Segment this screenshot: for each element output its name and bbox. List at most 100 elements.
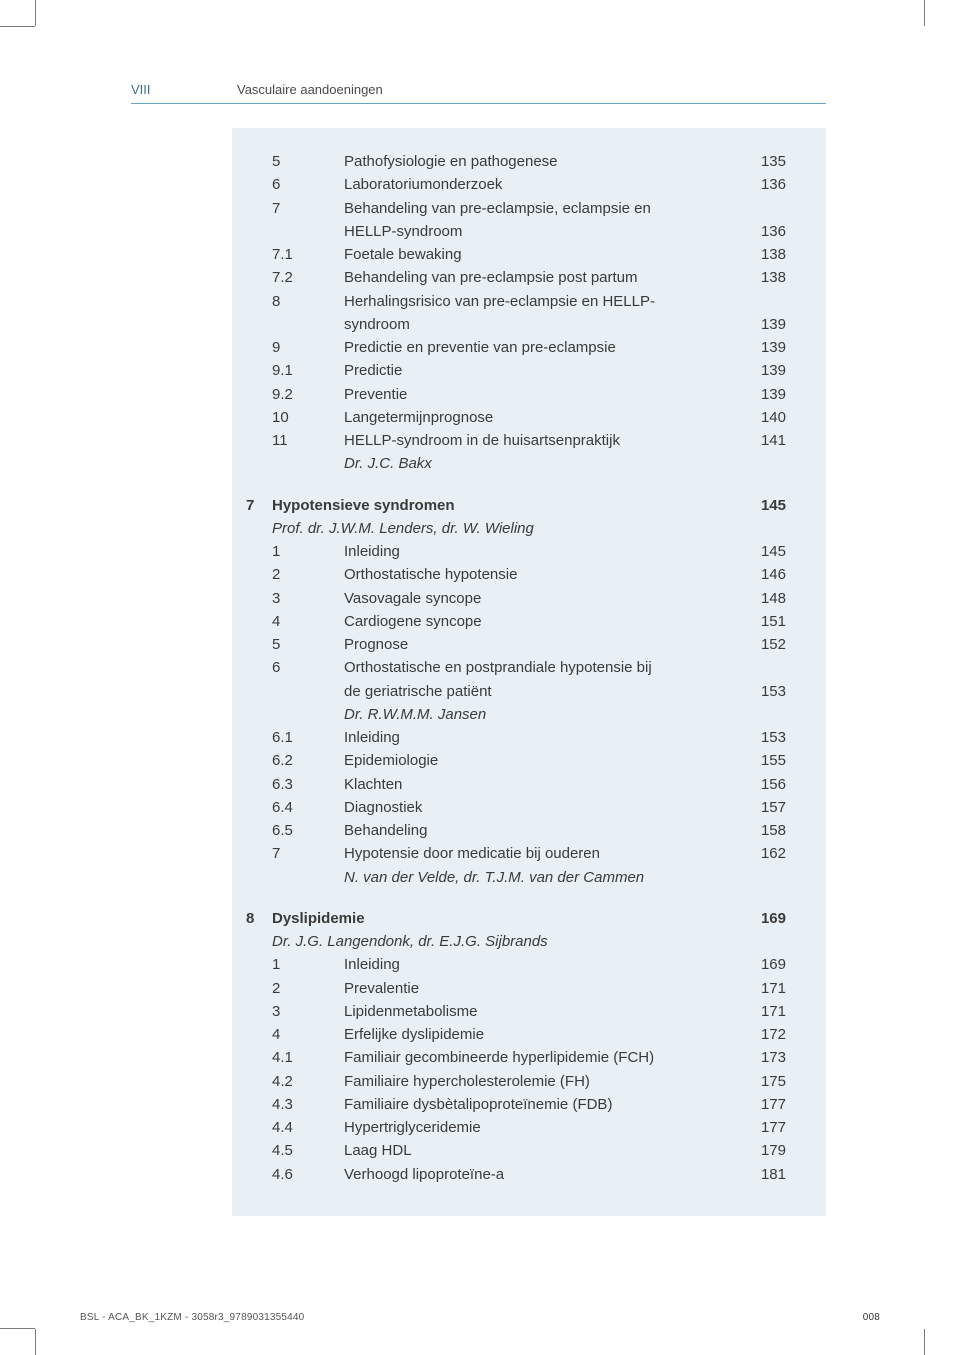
toc-entry-title: Verhoogd lipoproteïne-a	[344, 1163, 740, 1186]
crop-mark	[35, 0, 36, 26]
toc-row: 2Orthostatische hypotensie146	[272, 563, 786, 586]
toc-row: 4.4Hypertriglyceridemie177	[272, 1116, 786, 1139]
toc-section-number: 3	[272, 587, 344, 610]
toc-entry-title: N. van der Velde, dr. T.J.M. van der Cam…	[344, 866, 740, 889]
toc-row: 6.5Behandeling158	[272, 819, 786, 842]
toc-page-number: 152	[740, 633, 786, 656]
toc-entry-title: Behandeling	[344, 819, 740, 842]
toc-page-number: 139	[740, 336, 786, 359]
toc-section-number: 6.1	[272, 726, 344, 749]
page-roman: VIII	[131, 82, 237, 97]
toc-entry-title: Diagnostiek	[344, 796, 740, 819]
toc-row: Dr. R.W.M.M. Jansen	[272, 703, 786, 726]
toc-section-number: 4.5	[272, 1139, 344, 1162]
toc-row: 8Herhalingsrisico van pre-eclampsie en H…	[272, 290, 786, 313]
toc-row: 1Inleiding169	[272, 953, 786, 976]
toc-page-number: 139	[740, 313, 786, 336]
toc-entry-title: Dr. J.C. Bakx	[344, 452, 740, 475]
toc-entry-title: Prevalentie	[344, 977, 740, 1000]
toc-entry-title: Orthostatische hypotensie	[344, 563, 740, 586]
toc-section-number: 5	[272, 150, 344, 173]
toc-entry-title: Klachten	[344, 773, 740, 796]
toc-section-number: 7.1	[272, 243, 344, 266]
toc-row: 1Inleiding145	[272, 540, 786, 563]
toc-row: 6.3Klachten156	[272, 773, 786, 796]
toc-page-number: 162	[740, 842, 786, 865]
toc-entry-title: Erfelijke dyslipidemie	[344, 1023, 740, 1046]
toc-row: 9.2Preventie139	[272, 383, 786, 406]
toc-page-number	[740, 656, 786, 679]
toc-section-number: 3	[272, 1000, 344, 1023]
toc-page-number: 172	[740, 1023, 786, 1046]
toc-page-number: 157	[740, 796, 786, 819]
page: VIII Vasculaire aandoeningen 5Pathofysio…	[0, 0, 960, 1355]
toc-section-number: 4.3	[272, 1093, 344, 1116]
toc-section-number: 4	[272, 1023, 344, 1046]
toc-entry-title: Langetermijnprognose	[344, 406, 740, 429]
toc-page-number: 135	[740, 150, 786, 173]
toc-page-number: 153	[740, 726, 786, 749]
toc-section-number	[272, 866, 344, 889]
toc-section-number: 1	[272, 540, 344, 563]
toc-page-number: 141	[740, 429, 786, 452]
toc-entry-title: Inleiding	[344, 540, 740, 563]
toc-row: 6.1Inleiding153	[272, 726, 786, 749]
toc-page-number	[740, 703, 786, 726]
toc-entry-title: Behandeling van pre-eclampsie, eclampsie…	[344, 197, 740, 220]
toc-entry-title: Laboratoriumonderzoek	[344, 173, 740, 196]
toc-row: 6.2Epidemiologie155	[272, 749, 786, 772]
toc-page-number: 148	[740, 587, 786, 610]
toc-section-number: 5	[272, 633, 344, 656]
toc-row: Dr. J.C. Bakx	[272, 452, 786, 475]
toc-page-number: 136	[740, 220, 786, 243]
toc-section-number: 6	[272, 656, 344, 679]
toc-entry-title: Preventie	[344, 383, 740, 406]
toc-page-number: 138	[740, 243, 786, 266]
toc-page-number: 177	[740, 1093, 786, 1116]
toc-section-number: 2	[272, 977, 344, 1000]
toc-section-number: 11	[272, 429, 344, 452]
toc-entry-title: Cardiogene syncope	[344, 610, 740, 633]
toc-entry-title: Herhalingsrisico van pre-eclampsie en HE…	[344, 290, 740, 313]
toc-entry-title: Predictie en preventie van pre-eclampsie	[344, 336, 740, 359]
toc-section-number: 7.2	[272, 266, 344, 289]
toc-page-number: 156	[740, 773, 786, 796]
toc-page-number: 153	[740, 680, 786, 703]
toc-row: de geriatrische patiënt153	[272, 680, 786, 703]
toc-entry-title: Foetale bewaking	[344, 243, 740, 266]
toc-section-number: 6.5	[272, 819, 344, 842]
toc-author-text: Prof. dr. J.W.M. Lenders, dr. W. Wieling	[272, 517, 740, 540]
crop-mark	[924, 1329, 925, 1355]
toc-row: N. van der Velde, dr. T.J.M. van der Cam…	[272, 866, 786, 889]
toc-section-number: 7	[272, 197, 344, 220]
toc-section-number: 6	[272, 173, 344, 196]
toc-page-number: 145	[740, 494, 786, 517]
toc-entry-title: Familiaire dysbètalipoproteïnemie (FDB)	[344, 1093, 740, 1116]
toc-section-number: 4	[272, 610, 344, 633]
toc-section-number	[272, 313, 344, 336]
toc-section-number: 4.1	[272, 1046, 344, 1069]
toc-chapter-author: Dr. J.G. Langendonk, dr. E.J.G. Sijbrand…	[272, 930, 786, 953]
toc-page-number: 146	[740, 563, 786, 586]
toc-page-number: 181	[740, 1163, 786, 1186]
toc-section-number	[272, 680, 344, 703]
toc-section-number: 1	[272, 953, 344, 976]
toc-row: 3Lipidenmetabolisme171	[272, 1000, 786, 1023]
toc-section-number	[272, 452, 344, 475]
toc-entry-title: Pathofysiologie en pathogenese	[344, 150, 740, 173]
toc-entry-title: Familiair gecombineerde hyperlipidemie (…	[344, 1046, 740, 1069]
footer: BSL - ACA_BK_1KZM - 3058r3_9789031355440…	[80, 1312, 880, 1323]
toc-chapter-heading: 8Dyslipidemie169	[272, 907, 786, 930]
toc-section-number: 10	[272, 406, 344, 429]
toc-row: 4Erfelijke dyslipidemie172	[272, 1023, 786, 1046]
toc-page-number: 171	[740, 977, 786, 1000]
toc-entry-title: Laag HDL	[344, 1139, 740, 1162]
toc-section-number: 6.4	[272, 796, 344, 819]
toc-page-number	[740, 866, 786, 889]
toc-row: 4.5Laag HDL179	[272, 1139, 786, 1162]
toc-row: 10Langetermijnprognose140	[272, 406, 786, 429]
toc-page-number: 155	[740, 749, 786, 772]
toc-row: 7.1Foetale bewaking138	[272, 243, 786, 266]
toc-entry-title: Lipidenmetabolisme	[344, 1000, 740, 1023]
toc-chapter-author: Prof. dr. J.W.M. Lenders, dr. W. Wieling	[272, 517, 786, 540]
